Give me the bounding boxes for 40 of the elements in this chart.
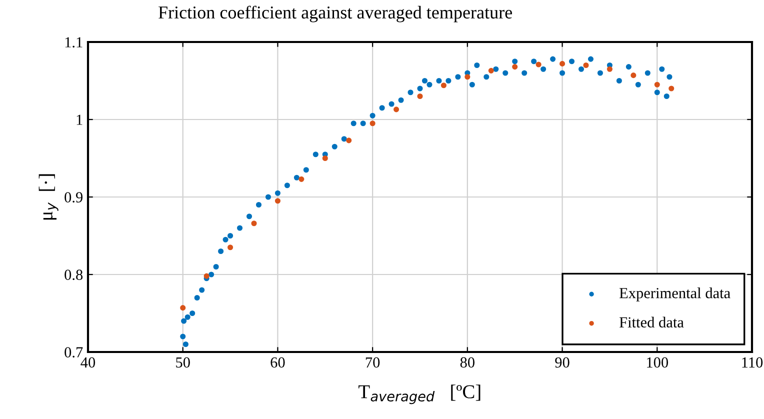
y-tick-label: 1.1 <box>65 37 82 48</box>
point <box>322 155 328 162</box>
point <box>251 220 257 226</box>
y-tick-label: 0.8 <box>64 270 83 280</box>
point <box>464 74 470 80</box>
y-tick-label: 0.9 <box>64 192 83 203</box>
legend-label: Fitted data <box>619 316 684 328</box>
point <box>298 176 304 182</box>
point <box>274 198 280 204</box>
point <box>394 106 400 112</box>
point <box>346 138 352 144</box>
legend-label: Experimental data <box>619 288 730 302</box>
x-tick-label: 90 <box>555 357 570 368</box>
point <box>180 305 186 311</box>
y-tick-label: 0.7 <box>64 347 83 358</box>
x-tick-label: 80 <box>460 357 474 368</box>
point <box>654 82 660 88</box>
x-tick-label: 70 <box>366 357 380 368</box>
x-tick-label: 110 <box>742 357 763 368</box>
text: T$_{averaged}$ [ºC] <box>358 384 480 404</box>
x-tick-label: 50 <box>176 357 190 368</box>
point <box>512 64 518 70</box>
point <box>417 93 423 100</box>
x-tick-label: 40 <box>80 357 96 368</box>
point <box>370 120 376 126</box>
point <box>583 62 589 68</box>
point <box>440 82 446 88</box>
y-tick-label: 1 <box>76 114 82 125</box>
point <box>560 60 566 66</box>
point <box>536 62 542 68</box>
point <box>630 72 636 78</box>
point <box>204 273 210 279</box>
point <box>488 68 494 74</box>
x-tick-label: 100 <box>647 357 668 368</box>
y-axis-title: μ$_{y}$ [·] <box>38 174 58 220</box>
point <box>228 244 234 250</box>
point <box>668 86 674 92</box>
chart-title: Friction coefficient against averaged temperature <box>158 6 512 22</box>
x-tick-label: 60 <box>270 357 285 368</box>
point <box>606 66 612 72</box>
